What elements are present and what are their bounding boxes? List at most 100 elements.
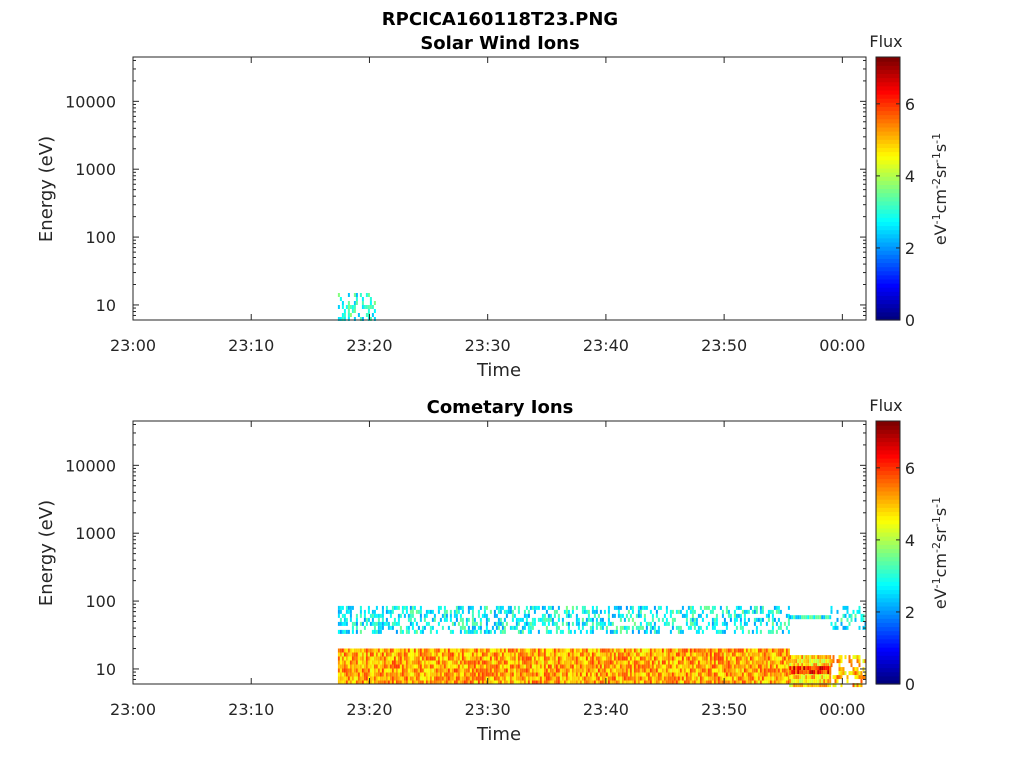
flux-cell bbox=[491, 680, 494, 685]
flux-cell bbox=[511, 668, 514, 673]
flux-cell bbox=[417, 609, 420, 614]
flux-cell bbox=[373, 680, 376, 685]
flux-cell bbox=[555, 676, 558, 681]
flux-cell bbox=[381, 617, 384, 622]
flux-cell bbox=[623, 656, 626, 661]
flux-cell bbox=[601, 648, 604, 653]
flux-cell bbox=[675, 672, 678, 677]
flux-cell bbox=[509, 625, 512, 630]
flux-cell bbox=[759, 660, 762, 665]
flux-cell bbox=[345, 617, 348, 622]
x-tick-label: 23:30 bbox=[465, 336, 511, 355]
flux-cell bbox=[475, 660, 478, 665]
flux-cell bbox=[345, 656, 348, 661]
flux-cell bbox=[337, 672, 340, 677]
flux-cell bbox=[507, 664, 510, 669]
flux-cell bbox=[349, 313, 352, 317]
flux-cell bbox=[571, 648, 574, 653]
flux-cell bbox=[425, 609, 428, 614]
flux-cell bbox=[583, 676, 586, 681]
flux-cell bbox=[689, 672, 692, 677]
flux-cell bbox=[858, 663, 861, 668]
flux-cell bbox=[521, 664, 524, 669]
flux-cell bbox=[729, 613, 732, 618]
flux-cell bbox=[479, 605, 482, 610]
flux-cell bbox=[439, 605, 442, 610]
flux-cell bbox=[437, 609, 440, 614]
flux-cell bbox=[741, 664, 744, 669]
flux-cell bbox=[403, 656, 406, 661]
flux-cell bbox=[449, 613, 452, 618]
flux-cell bbox=[797, 683, 800, 688]
flux-cell bbox=[461, 660, 464, 665]
flux-cell bbox=[501, 664, 504, 669]
flux-cell bbox=[661, 648, 664, 653]
flux-cell bbox=[685, 672, 688, 677]
flux-cell bbox=[381, 648, 384, 653]
flux-cell bbox=[791, 679, 794, 684]
flux-cell bbox=[427, 668, 430, 673]
flux-cell bbox=[525, 613, 528, 618]
flux-cell bbox=[723, 668, 726, 673]
flux-cell bbox=[653, 621, 656, 626]
flux-cell bbox=[755, 668, 758, 673]
flux-cell bbox=[395, 680, 398, 685]
flux-cell bbox=[497, 676, 500, 681]
colorbar-segment bbox=[876, 474, 900, 480]
flux-cell bbox=[585, 656, 588, 661]
flux-cell bbox=[407, 680, 410, 685]
colorbar-segment bbox=[876, 57, 900, 62]
flux-cell bbox=[551, 605, 554, 610]
flux-cell bbox=[547, 668, 550, 673]
flux-cell bbox=[603, 668, 606, 673]
flux-cell bbox=[399, 613, 402, 618]
flux-cell bbox=[739, 617, 742, 622]
flux-cell bbox=[633, 656, 636, 661]
flux-cell bbox=[449, 668, 452, 673]
flux-cell bbox=[553, 676, 556, 681]
flux-cell bbox=[555, 656, 558, 661]
flux-cell bbox=[543, 680, 546, 685]
flux-cell bbox=[763, 664, 766, 669]
flux-cell bbox=[661, 656, 664, 661]
flux-cell bbox=[856, 655, 859, 660]
flux-cell bbox=[657, 617, 660, 622]
flux-cell bbox=[503, 672, 506, 677]
flux-cell bbox=[457, 656, 460, 661]
flux-cell bbox=[465, 629, 468, 634]
flux-cell bbox=[719, 668, 722, 673]
flux-cell bbox=[735, 680, 738, 685]
flux-cell bbox=[545, 672, 548, 677]
flux-cell bbox=[801, 615, 804, 620]
flux-cell bbox=[483, 605, 486, 610]
flux-cell bbox=[729, 676, 732, 681]
flux-cell bbox=[569, 652, 572, 657]
flux-cell bbox=[341, 656, 344, 661]
flux-cell bbox=[663, 668, 666, 673]
flux-cell bbox=[655, 672, 658, 677]
flux-cell bbox=[373, 629, 376, 634]
flux-cell bbox=[617, 680, 620, 685]
flux-cell bbox=[463, 629, 466, 634]
flux-cell bbox=[807, 683, 810, 688]
flux-cell bbox=[723, 629, 726, 634]
flux-cell bbox=[529, 652, 532, 657]
flux-cell bbox=[363, 664, 366, 669]
flux-cell bbox=[685, 648, 688, 653]
flux-cell bbox=[565, 656, 568, 661]
flux-cell bbox=[651, 672, 654, 677]
flux-cell bbox=[597, 676, 600, 681]
flux-cell bbox=[735, 672, 738, 677]
flux-cell bbox=[733, 656, 736, 661]
flux-cell bbox=[551, 660, 554, 665]
flux-cell bbox=[679, 609, 682, 614]
flux-cell bbox=[555, 629, 558, 634]
flux-cell bbox=[419, 605, 422, 610]
flux-cell bbox=[759, 621, 762, 626]
flux-cell bbox=[461, 672, 464, 677]
flux-cell bbox=[549, 605, 552, 610]
flux-cell bbox=[483, 672, 486, 677]
flux-cell bbox=[431, 680, 434, 685]
flux-cell bbox=[779, 609, 782, 614]
flux-cell bbox=[533, 648, 536, 653]
